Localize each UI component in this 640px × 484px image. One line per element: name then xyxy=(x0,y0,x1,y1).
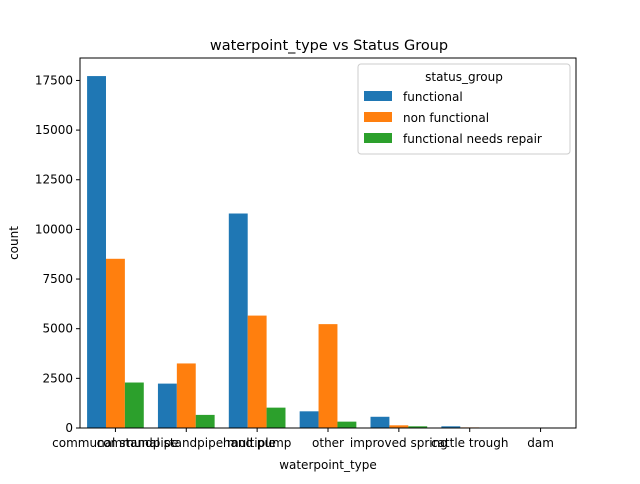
bar xyxy=(300,411,319,428)
bar xyxy=(87,76,106,428)
y-tick-label: 0 xyxy=(65,421,73,435)
y-axis-label: count xyxy=(7,226,21,260)
bar xyxy=(337,422,356,428)
bar xyxy=(319,324,338,428)
bar xyxy=(229,214,248,428)
bar xyxy=(177,363,196,428)
bar xyxy=(248,316,267,428)
x-tick-label: other xyxy=(312,436,344,450)
bar xyxy=(125,383,144,428)
bar xyxy=(267,408,286,428)
y-tick-label: 12500 xyxy=(35,173,73,187)
x-axis-label: waterpoint_type xyxy=(279,458,377,472)
x-tick-label: cattle trough xyxy=(431,436,508,450)
chart-title: waterpoint_type vs Status Group xyxy=(210,38,448,54)
y-axis: 0 2500 5000 7500 10000 12500 15000 17500 xyxy=(35,73,80,435)
bar xyxy=(196,415,215,428)
y-tick-label: 7500 xyxy=(42,272,73,286)
legend-swatch xyxy=(364,112,392,122)
bar xyxy=(158,384,177,428)
x-tick-label: hand pump xyxy=(223,436,292,450)
x-tick-label: dam xyxy=(527,436,554,450)
y-tick-label: 2500 xyxy=(42,371,73,385)
legend-swatch xyxy=(364,91,392,101)
bar xyxy=(371,417,390,428)
y-tick-label: 15000 xyxy=(35,123,73,137)
y-tick-label: 5000 xyxy=(42,322,73,336)
legend: status_group functional non functional func… xyxy=(358,64,570,154)
legend-label: functional needs repair xyxy=(403,132,542,146)
y-tick-label: 10000 xyxy=(35,222,73,236)
legend-swatch xyxy=(364,133,392,143)
legend-title: status_group xyxy=(425,70,503,84)
legend-label: non functional xyxy=(403,111,489,125)
bar xyxy=(106,259,125,428)
y-tick-label: 17500 xyxy=(35,73,73,87)
legend-label: functional xyxy=(403,90,463,104)
